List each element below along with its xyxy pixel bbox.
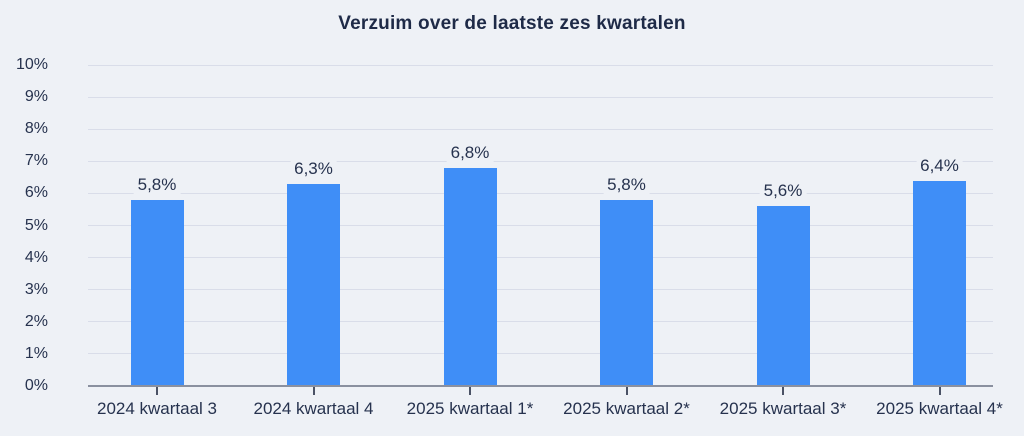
x-category-label: 2024 kwartaal 3 [96, 399, 218, 418]
x-axis-tick [312, 387, 315, 395]
y-tick-label: 6% [24, 184, 48, 202]
x-axis-tick [938, 387, 941, 395]
x-category-label: 2025 kwartaal 4* [876, 399, 1003, 418]
x-axis-tick [156, 387, 158, 395]
bar-value-label: 6,8% [446, 142, 494, 163]
x-axis-tick [782, 387, 784, 395]
bar-value-label: 6,3% [290, 158, 337, 179]
x-axis-line [88, 385, 993, 387]
y-tick-label: 7% [24, 152, 48, 170]
x-category-label: 2025 kwartaal 1* [406, 399, 534, 418]
y-tick-label: 9% [24, 88, 48, 106]
gridline-8pct [88, 128, 993, 130]
gridline-9pct [88, 96, 993, 98]
gridline-3pct [88, 289, 993, 291]
gridline-2pct [88, 321, 993, 323]
x-category-label: 2025 kwartaal 3* [719, 399, 847, 418]
gridline-1pct [88, 353, 993, 355]
y-tick-label: 3% [24, 280, 48, 298]
bar-2025 kwartaal 1* [443, 167, 497, 386]
gridline-5pct [88, 225, 993, 226]
bar-2024 kwartaal 4 [287, 183, 340, 386]
x-category-label: 2025 kwartaal 2* [563, 399, 690, 418]
bar-2025 kwartaal 4* [913, 180, 966, 386]
bar-2025 kwartaal 3* [756, 206, 810, 386]
gridline-6pct [88, 192, 993, 194]
x-category-label: 2024 kwartaal 4 [253, 399, 374, 418]
x-axis-tick [625, 387, 628, 395]
y-tick-label: 1% [24, 344, 48, 362]
gridline-7pct [88, 160, 993, 162]
bar-2024 kwartaal 3 [130, 199, 184, 386]
bar-value-label: 5,6% [759, 181, 807, 202]
chart-title: Verzuim over de laatste zes kwartalen [338, 13, 686, 34]
y-tick-label: 4% [24, 248, 48, 266]
bar-value-label: 6,4% [916, 155, 963, 176]
y-tick-label: 5% [24, 216, 48, 234]
y-tick-label: 2% [24, 312, 48, 330]
bar-value-label: 5,8% [603, 174, 650, 195]
plot-area: 5,8% 6,3% 6,8% 5,8% 5,6% 6,4% [88, 64, 993, 395]
y-tick-label: 0% [24, 377, 48, 394]
gridline-10pct [88, 64, 993, 66]
x-axis-tick [469, 387, 471, 395]
gridline-4pct [88, 257, 993, 259]
bar-2025 kwartaal 2* [600, 199, 653, 386]
bar-value-label: 5,8% [133, 174, 181, 195]
y-tick-label: 10% [15, 56, 48, 73]
y-tick-label: 8% [24, 120, 48, 138]
